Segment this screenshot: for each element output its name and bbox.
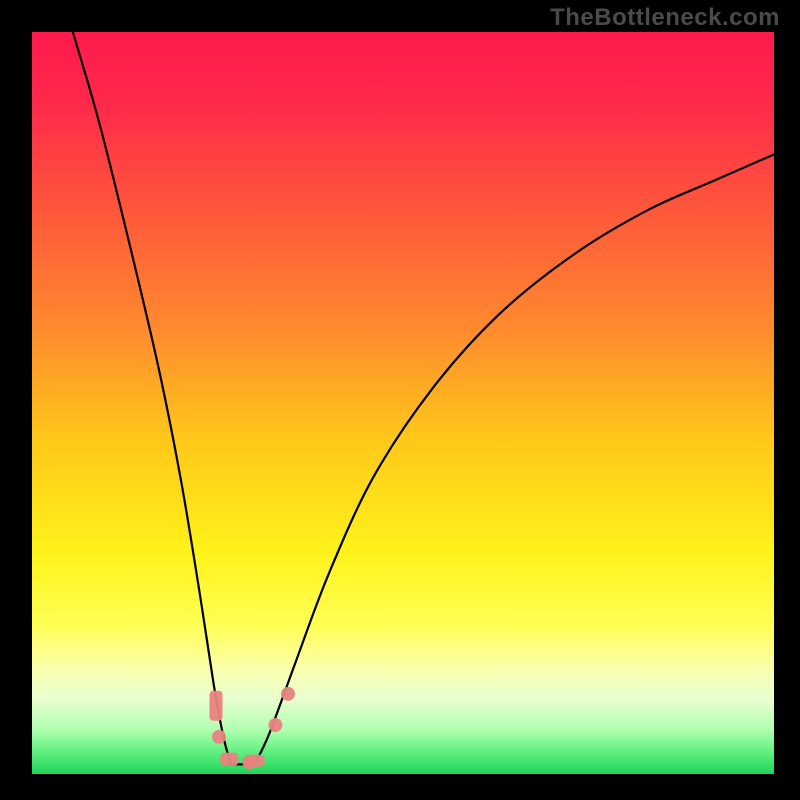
marker-5 (268, 718, 282, 732)
watermark-text: TheBottleneck.com (550, 4, 780, 32)
chart-frame: TheBottleneck.com (0, 0, 800, 800)
right-curve (255, 154, 774, 764)
marker-0 (210, 691, 223, 721)
marker-4 (245, 755, 265, 767)
marker-2 (220, 753, 238, 766)
left-curve (73, 32, 231, 764)
curves-layer (0, 0, 800, 800)
marker-6 (281, 687, 295, 701)
marker-1 (212, 730, 226, 744)
